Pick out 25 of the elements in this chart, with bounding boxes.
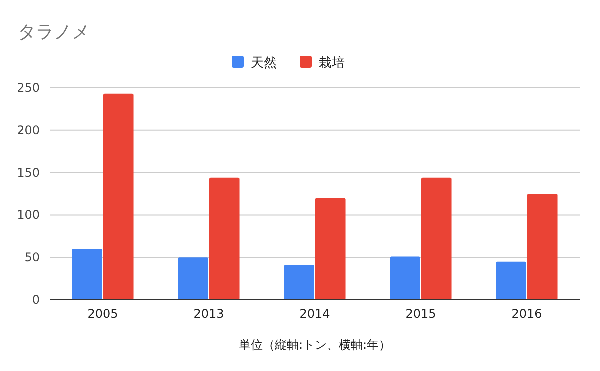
x-tick-label: 2016 [512, 307, 542, 321]
y-tick-label: 50 [24, 250, 40, 265]
bar [178, 258, 208, 300]
bar [316, 198, 346, 300]
bar [390, 256, 420, 300]
legend-label: 天然 [251, 56, 277, 71]
bar [284, 265, 314, 300]
bar [210, 178, 240, 300]
x-tick-label: 2005 [88, 307, 118, 321]
y-tick-label: 150 [17, 166, 40, 180]
bar [104, 94, 134, 300]
chart-title: タラノメ [18, 22, 90, 43]
bar [496, 262, 526, 300]
bar [422, 178, 452, 300]
x-axis-title: 単位（縦軸:トン、横軸:年） [238, 338, 392, 352]
y-tick-label: 100 [17, 208, 40, 222]
y-tick-label: 250 [17, 81, 40, 95]
x-tick-label: 2014 [300, 307, 330, 321]
legend-label: 栽培 [319, 56, 345, 71]
bar [528, 194, 558, 300]
bar [72, 249, 102, 300]
y-tick-label: 200 [17, 123, 40, 138]
x-tick-label: 2015 [406, 307, 436, 321]
y-tick-label: 0 [32, 293, 40, 307]
x-tick-label: 2013 [194, 307, 224, 321]
